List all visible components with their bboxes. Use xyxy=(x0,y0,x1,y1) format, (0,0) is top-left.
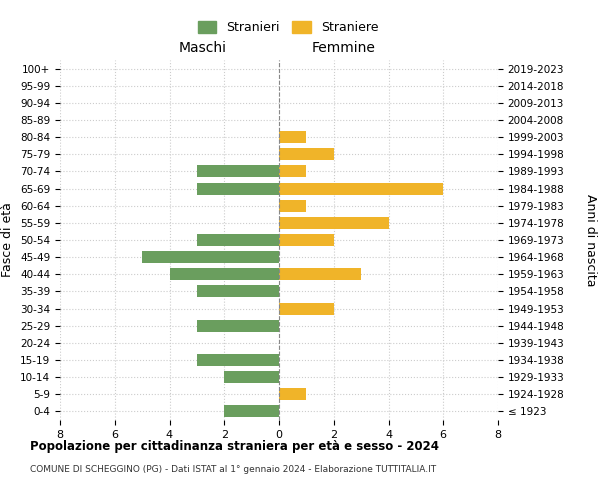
Text: Popolazione per cittadinanza straniera per età e sesso - 2024: Popolazione per cittadinanza straniera p… xyxy=(30,440,439,453)
Legend: Stranieri, Straniere: Stranieri, Straniere xyxy=(193,16,383,40)
Y-axis label: Anni di nascita: Anni di nascita xyxy=(584,194,597,286)
Bar xyxy=(197,234,279,246)
Bar xyxy=(224,371,279,383)
Bar xyxy=(197,166,279,177)
Bar xyxy=(197,182,279,194)
Y-axis label: Fasce di età: Fasce di età xyxy=(1,202,14,278)
Bar xyxy=(279,302,334,314)
Bar xyxy=(279,234,334,246)
Bar xyxy=(279,131,307,143)
Bar xyxy=(279,217,389,229)
Bar xyxy=(279,200,307,211)
Text: Maschi: Maschi xyxy=(178,40,226,54)
Bar xyxy=(224,406,279,417)
Bar xyxy=(197,354,279,366)
Text: COMUNE DI SCHEGGINO (PG) - Dati ISTAT al 1° gennaio 2024 - Elaborazione TUTTITAL: COMUNE DI SCHEGGINO (PG) - Dati ISTAT al… xyxy=(30,465,436,474)
Bar xyxy=(279,182,443,194)
Bar xyxy=(197,286,279,298)
Bar xyxy=(170,268,279,280)
Bar xyxy=(279,166,307,177)
Bar xyxy=(142,251,279,263)
Bar xyxy=(197,320,279,332)
Bar xyxy=(279,268,361,280)
Bar xyxy=(279,388,307,400)
Text: Femmine: Femmine xyxy=(311,40,376,54)
Bar xyxy=(279,148,334,160)
